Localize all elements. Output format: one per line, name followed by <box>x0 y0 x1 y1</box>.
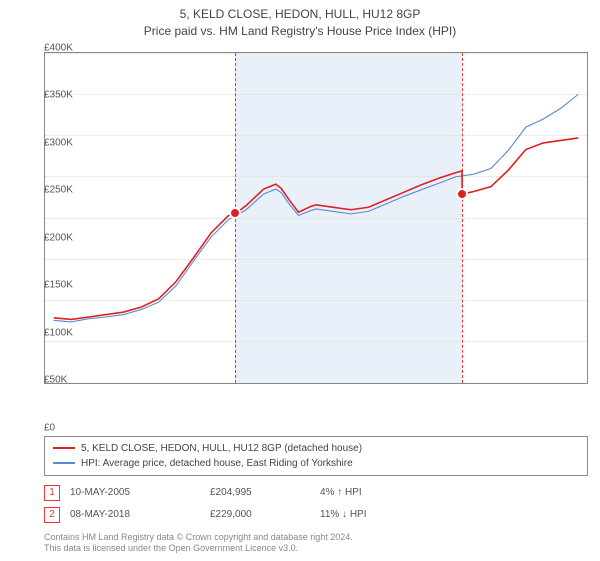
y-axis-label: £400K <box>44 42 48 53</box>
legend-row: HPI: Average price, detached house, East… <box>53 456 579 471</box>
title-block: 5, KELD CLOSE, HEDON, HULL, HU12 8GP Pri… <box>0 0 600 42</box>
series-svg <box>45 53 587 383</box>
sale-row: 1 10-MAY-2005 £204,995 4% ↑ HPI <box>44 482 588 504</box>
legend: 5, KELD CLOSE, HEDON, HULL, HU12 8GP (de… <box>44 436 588 476</box>
y-axis-label: £250K <box>44 185 48 196</box>
title-address: 5, KELD CLOSE, HEDON, HULL, HU12 8GP <box>0 6 600 23</box>
sale-delta: 11% ↓ HPI <box>320 509 588 520</box>
y-axis-label: £350K <box>44 90 48 101</box>
legend-row: 5, KELD CLOSE, HEDON, HULL, HU12 8GP (de… <box>53 441 579 456</box>
legend-label: 5, KELD CLOSE, HEDON, HULL, HU12 8GP (de… <box>81 441 362 456</box>
sale-marker <box>229 207 241 219</box>
sale-marker <box>456 188 468 200</box>
legend-swatch <box>53 462 75 464</box>
y-axis-label: £100K <box>44 327 48 338</box>
y-axis-label: £300K <box>44 137 48 148</box>
sale-price: £229,000 <box>210 509 310 520</box>
y-axis-label: £50K <box>44 375 48 386</box>
footer: Contains HM Land Registry data © Crown c… <box>44 532 588 555</box>
legend-swatch <box>53 447 75 449</box>
title-subtitle: Price paid vs. HM Land Registry's House … <box>0 23 600 40</box>
sale-date: 10-MAY-2005 <box>70 487 200 498</box>
plot: 1995199619971998199920002001200220032004… <box>44 52 588 384</box>
sale-rows: 1 10-MAY-2005 £204,995 4% ↑ HPI 2 08-MAY-2018… <box>44 482 588 526</box>
chart-area: 1995199619971998199920002001200220032004… <box>44 48 588 428</box>
sale-date: 08-MAY-2018 <box>70 509 200 520</box>
y-axis-label: £200K <box>44 232 48 243</box>
gridline <box>45 383 587 384</box>
y-axis-label: £0 <box>44 422 48 433</box>
footer-line1: Contains HM Land Registry data © Crown c… <box>44 532 588 544</box>
series-hpi <box>54 94 579 322</box>
sale-number-box: 2 <box>44 507 60 523</box>
footer-line2: This data is licensed under the Open Gov… <box>44 543 588 555</box>
series-property <box>54 138 579 320</box>
sale-number-box: 1 <box>44 485 60 501</box>
sale-price: £204,995 <box>210 487 310 498</box>
y-axis-label: £150K <box>44 280 48 291</box>
sale-delta: 4% ↑ HPI <box>320 487 588 498</box>
legend-label: HPI: Average price, detached house, East… <box>81 456 353 471</box>
sale-row: 2 08-MAY-2018 £229,000 11% ↓ HPI <box>44 504 588 526</box>
chart-container: 5, KELD CLOSE, HEDON, HULL, HU12 8GP Pri… <box>0 0 600 555</box>
